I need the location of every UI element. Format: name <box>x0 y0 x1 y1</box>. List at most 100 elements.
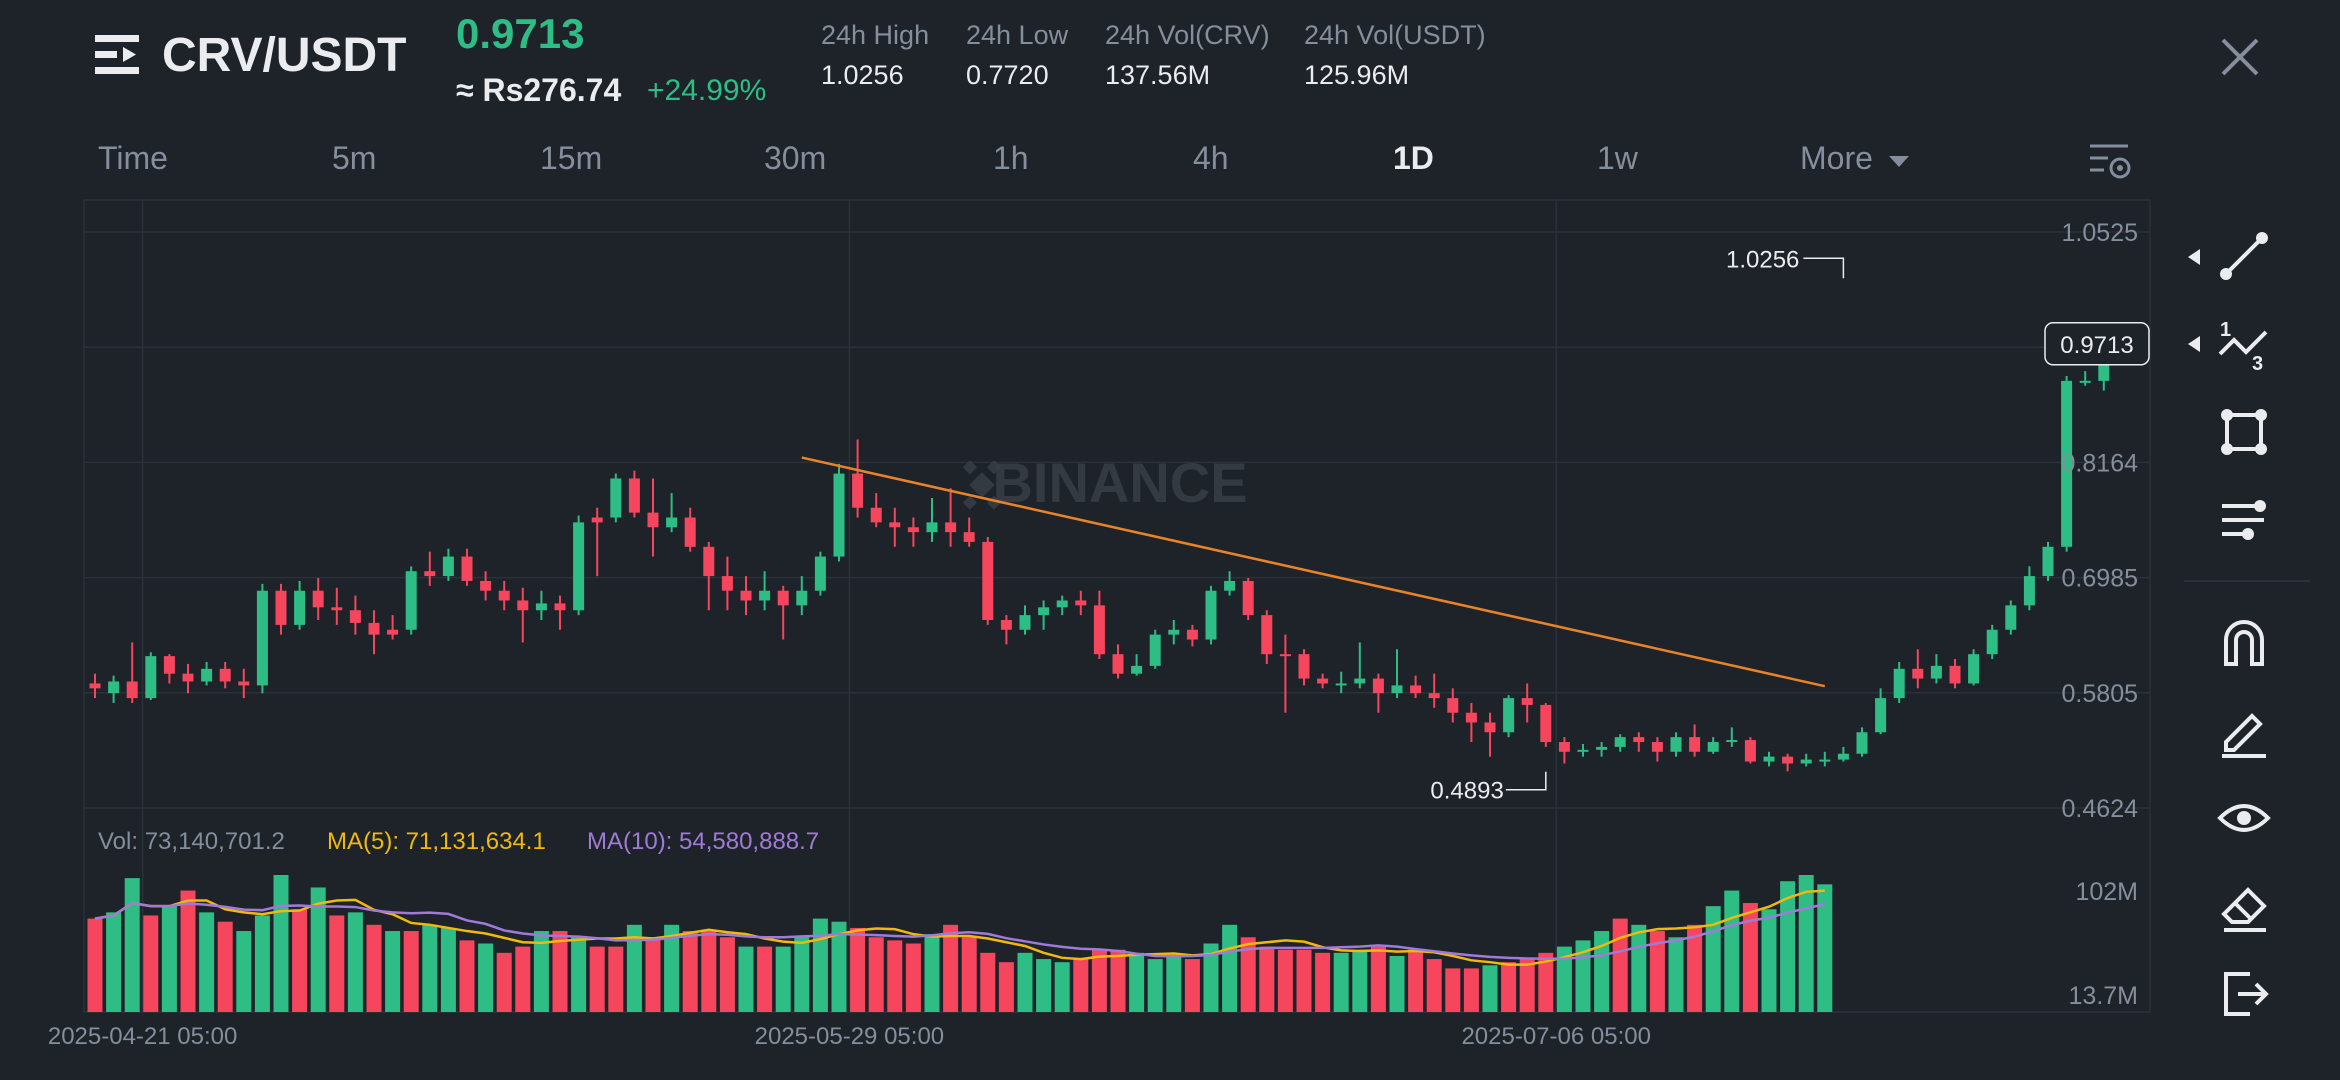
candle-body <box>1707 742 1719 752</box>
candlesticks <box>89 336 2110 772</box>
candle-body <box>1837 753 1849 760</box>
header: CRV/USDT 0.9713 ≈ Rs276.74 +24.99% 24h H… <box>0 0 2340 130</box>
eraser-icon[interactable] <box>2214 876 2274 936</box>
chart-settings-icon[interactable] <box>2088 140 2134 182</box>
candle-body <box>833 473 845 557</box>
candle-body <box>331 607 343 611</box>
candle-body <box>163 656 175 674</box>
pair-title[interactable]: CRV/USDT <box>162 29 407 82</box>
volume-bar <box>1798 875 1814 1012</box>
candle-body <box>628 478 640 513</box>
candle-body <box>1000 620 1012 630</box>
volume-bar <box>1129 952 1145 1012</box>
candle-body <box>889 522 901 528</box>
price-tick-label: 0.8164 <box>2062 449 2139 477</box>
candle-body <box>1428 693 1440 699</box>
rectangle-tool-icon[interactable] <box>2214 402 2274 462</box>
volume-bar <box>106 912 122 1012</box>
high-marker-line <box>1803 257 1845 279</box>
magnet-icon[interactable] <box>2214 612 2274 672</box>
trendline-tool-icon[interactable] <box>2214 226 2274 286</box>
tab-1d[interactable]: 1D <box>1393 140 1434 176</box>
candle-body <box>1521 698 1533 705</box>
tab-more[interactable]: More <box>1800 140 1910 177</box>
volume-bar <box>1240 937 1256 1012</box>
volume-bar <box>645 937 661 1012</box>
pencil-icon[interactable] <box>2214 700 2274 760</box>
candle-body <box>1633 737 1645 743</box>
stat-value-24h-vol-usdt: 125.96M <box>1304 60 1410 90</box>
candle-body <box>1968 654 1980 684</box>
candle-body <box>1856 732 1868 754</box>
tab-1h[interactable]: 1h <box>993 140 1029 176</box>
price-tick-label: 0.6985 <box>2062 565 2138 593</box>
volume-bar <box>254 915 270 1012</box>
volume-bar <box>533 931 549 1012</box>
volume-bar <box>1036 959 1052 1012</box>
candle-body <box>1577 749 1589 752</box>
tab-time[interactable]: Time <box>98 140 168 176</box>
stat-value-24h-low: 0.7720 <box>966 60 1049 90</box>
chart-frame <box>83 199 2151 1013</box>
stat-value-24h-vol-crv: 137.56M <box>1105 60 1211 90</box>
volume-bar <box>1519 959 1535 1012</box>
volume-bar <box>1631 924 1647 1012</box>
volume-max-label: 102M <box>2075 878 2138 906</box>
volume-bar <box>1817 884 1833 1012</box>
tab-5m[interactable]: 5m <box>332 140 377 176</box>
time-tick-label: 2025-05-29 05:00 <box>755 1023 945 1050</box>
volume-bar <box>1426 959 1442 1012</box>
candle-body <box>1930 665 1942 679</box>
candle-body <box>387 629 399 635</box>
close-icon[interactable] <box>2215 32 2265 82</box>
parallel-lines-tool-icon[interactable] <box>2214 490 2274 550</box>
volume-bar <box>1538 952 1554 1012</box>
candle-body <box>312 590 324 608</box>
candle-body <box>796 590 808 606</box>
volume-bar <box>347 912 363 1012</box>
tab-1w[interactable]: 1w <box>1597 140 1638 176</box>
volume-bar <box>998 962 1014 1012</box>
stat-value-24h-high: 1.0256 <box>821 60 904 90</box>
volume-bar <box>478 943 494 1012</box>
volume-bar <box>1203 943 1219 1012</box>
tab-15m[interactable]: 15m <box>540 140 603 176</box>
candle-body <box>814 556 826 591</box>
volume-bar <box>608 946 624 1012</box>
volume-bar <box>1184 959 1200 1012</box>
volume-bar <box>1463 968 1479 1012</box>
tab-30m[interactable]: 30m <box>764 140 827 176</box>
menu-lines-icon[interactable] <box>92 30 142 80</box>
candle-body <box>1986 629 1998 655</box>
exit-icon[interactable] <box>2214 964 2274 1024</box>
candle-body <box>573 522 585 611</box>
candle-body <box>480 580 492 591</box>
candle-body <box>1875 698 1887 733</box>
volume-bar <box>1724 890 1740 1012</box>
candle-body <box>498 590 510 601</box>
candle-body <box>1075 600 1087 606</box>
candle-body <box>591 517 603 523</box>
volume-bar <box>738 946 754 1012</box>
candle-body <box>1112 654 1124 674</box>
price-axis: 1.05250.93440.81640.69850.58050.46240.97… <box>2044 219 2150 1010</box>
tab-4h[interactable]: 4h <box>1193 140 1229 176</box>
candle-body <box>1465 712 1477 723</box>
candle-body <box>647 512 659 528</box>
candle-body <box>1354 678 1366 684</box>
volume-bar <box>794 937 810 1012</box>
current-price-label: 0.9713 <box>2060 332 2133 359</box>
volume-bar <box>589 946 605 1012</box>
candle-body <box>2023 576 2035 606</box>
volume-bar <box>719 937 735 1012</box>
fibonacci-tool-icon[interactable]: 1 3 <box>2214 314 2274 374</box>
candle-body <box>1726 740 1738 743</box>
eye-icon[interactable] <box>2214 788 2274 848</box>
candle-body <box>517 600 529 611</box>
volume-bar <box>1370 946 1386 1012</box>
volume-min-label: 13.7M <box>2069 982 2138 1010</box>
last-price: 0.9713 <box>456 10 585 57</box>
candle-body <box>703 546 715 577</box>
high-marker-label: 1.0256 <box>1726 246 1799 273</box>
